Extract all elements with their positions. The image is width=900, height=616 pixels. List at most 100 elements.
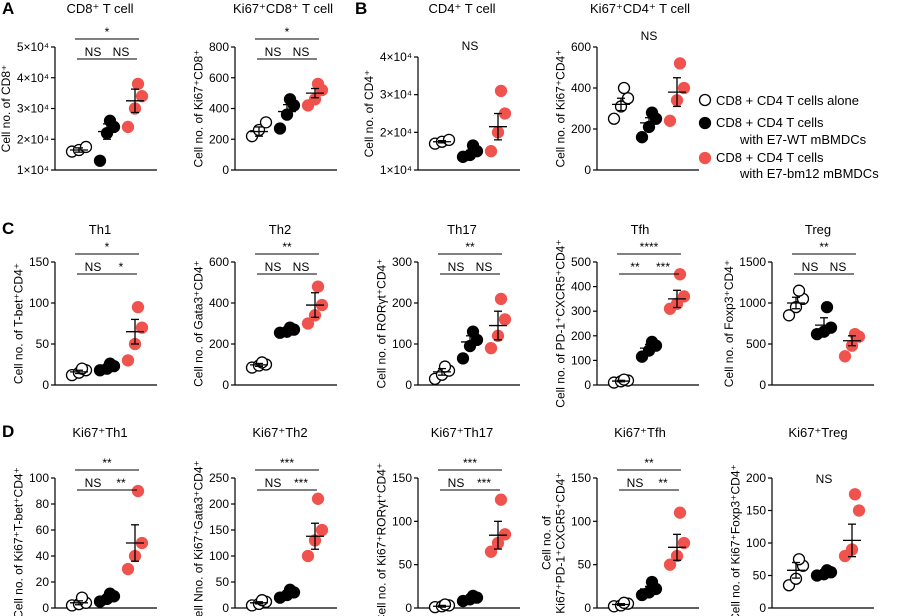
y-tick-label: 600 xyxy=(209,255,229,269)
point-bm12 xyxy=(131,484,145,498)
y-tick-label: 200 xyxy=(392,296,412,310)
significance-label: * xyxy=(119,260,124,274)
y-tick-label: 100 xyxy=(571,514,591,528)
y-tick-label: 100 xyxy=(29,296,49,310)
y-tick-label: 0 xyxy=(42,601,49,615)
point-bm12 xyxy=(852,504,866,517)
point-bm12 xyxy=(135,90,149,103)
y-tick-label: 0 xyxy=(759,378,766,392)
point-bm12 xyxy=(311,492,325,505)
point-alone xyxy=(259,116,273,129)
y-tick-label: 100 xyxy=(746,536,766,550)
point-alone xyxy=(79,140,93,154)
point-wt xyxy=(645,335,659,349)
significance-label: NS xyxy=(462,39,479,53)
point-bm12 xyxy=(663,114,677,127)
point-bm12 xyxy=(498,528,512,541)
chart-1-ki67pluscd8-t-cell: Ki67⁺CD8⁺ T cell 0 200 400 600 800 Cell no. of… xyxy=(191,1,337,177)
legend-item-alone: CD8 + CD4 T cells alone xyxy=(698,93,859,108)
y-tick-label: 800 xyxy=(209,40,229,54)
point-alone xyxy=(617,373,631,386)
point-bm12 xyxy=(131,300,145,314)
significance-label: *** xyxy=(294,476,308,490)
point-bm12 xyxy=(131,77,145,91)
y-axis-label: Cell no. of xyxy=(539,515,553,570)
y-tick-label: 50 xyxy=(36,337,50,351)
significance-label: * xyxy=(105,25,110,39)
y-tick-label: 0 xyxy=(222,163,229,177)
y-tick-label: 3×10⁴ xyxy=(17,102,49,116)
y-tick-label: 100 xyxy=(209,549,229,563)
y-tick-label: 5×10⁴ xyxy=(17,40,49,54)
y-tick-label: 100 xyxy=(571,353,591,367)
point-alone xyxy=(617,596,631,609)
significance-label: NS xyxy=(627,476,644,490)
point-bm12 xyxy=(484,145,498,158)
y-tick-label: 400 xyxy=(571,81,591,95)
y-axis-label: Cell no. of Foxp3⁺CD4⁺ xyxy=(722,260,736,387)
y-axis-label: Cell no. of Ki67⁺Foxp3⁺CD4⁺ xyxy=(728,464,742,616)
panel-letter-b: B xyxy=(355,0,367,18)
y-tick-label: 100 xyxy=(392,514,412,528)
point-bm12 xyxy=(121,120,135,134)
point-bm12 xyxy=(677,81,691,95)
point-wt xyxy=(283,93,297,106)
y-tick-label: 1×10⁴ xyxy=(17,163,49,177)
point-wt xyxy=(466,325,480,338)
significance-label: **** xyxy=(640,240,659,254)
y-axis-label: Cell no. of Gata3⁺CD4⁺ xyxy=(191,260,205,387)
chart-title: Th1 xyxy=(89,222,111,237)
significance-label: ** xyxy=(819,240,829,254)
point-bm12 xyxy=(663,558,677,571)
y-tick-label: 2×10⁴ xyxy=(17,132,49,146)
y-axis-label: Cell no. of CD8⁺ xyxy=(0,65,13,153)
y-axis-label: Cell no. of PD-1⁺CXCR5⁺CD4⁺ xyxy=(553,239,567,407)
y-tick-label: 0 xyxy=(584,163,591,177)
chart-0-cd8plus-t-cell: CD8⁺ T cell 1×10⁴ 2×10⁴ 3×10⁴ 4×10⁴ 5×10⁴ Cell… xyxy=(0,1,157,177)
chart-11-ki67plusth17: Ki67⁺Th17 0 50 100 150 Cell no. of Ki67⁺RORγt… xyxy=(374,425,520,616)
point-bm12 xyxy=(677,290,691,303)
chart-5-th2: Th2 0 200 400 600 Cell no. of Gata3⁺CD4⁺ NS NS*… xyxy=(191,222,337,392)
legend-label-alone: CD8 + CD4 T cells alone xyxy=(716,93,859,108)
point-alone xyxy=(442,133,456,147)
chart-title: Ki67⁺CD4⁺ T cell xyxy=(590,1,690,16)
y-tick-label: 600 xyxy=(571,40,591,54)
y-tick-label: 40 xyxy=(36,549,50,563)
panel-letter-c: C xyxy=(2,219,14,238)
y-tick-label: 0 xyxy=(584,601,591,615)
significance-label: ** xyxy=(282,240,292,254)
y-tick-label: 80 xyxy=(36,497,50,511)
point-alone xyxy=(607,112,621,125)
point-wt xyxy=(466,139,480,152)
significance-label: ** xyxy=(630,260,640,274)
point-bm12 xyxy=(838,350,852,363)
point-alone xyxy=(782,309,796,322)
y-tick-label: 3×10⁴ xyxy=(380,88,412,102)
y-tick-label: 20 xyxy=(36,575,50,589)
point-bm12 xyxy=(311,280,325,293)
y-tick-label: 0 xyxy=(759,601,766,615)
y-tick-label: 0 xyxy=(584,378,591,392)
y-tick-label: 1×10⁴ xyxy=(380,163,412,177)
significance-label: NS xyxy=(85,45,102,59)
legend-label-bm12-line2: with E7-bm12 mBMDCs xyxy=(739,166,879,181)
y-tick-label: 50 xyxy=(216,575,230,589)
chart-title: Ki67⁺Th17 xyxy=(431,425,494,440)
legend-label-bm12-line1: CD8 + CD4 T cells xyxy=(716,150,824,165)
significance-label: NS xyxy=(802,260,819,274)
significance-label: NS xyxy=(293,45,310,59)
y-tick-label: 100 xyxy=(392,337,412,351)
chart-title: Ki67⁺Th1 xyxy=(72,425,127,440)
y-tick-label: 50 xyxy=(753,569,767,583)
point-alone xyxy=(438,360,452,373)
y-tick-label: 100 xyxy=(29,471,49,485)
significance-label: NS xyxy=(85,260,102,274)
legend-marker-bm12 xyxy=(698,151,712,165)
y-tick-label: 2×10⁴ xyxy=(380,125,412,139)
y-tick-label: 200 xyxy=(209,337,229,351)
significance-label: ** xyxy=(658,476,668,490)
y-axis-label: Cell no. of T-bet⁺CD4⁺ xyxy=(11,263,25,384)
significance-label: *** xyxy=(656,260,670,274)
y-tick-label: 200 xyxy=(209,132,229,146)
